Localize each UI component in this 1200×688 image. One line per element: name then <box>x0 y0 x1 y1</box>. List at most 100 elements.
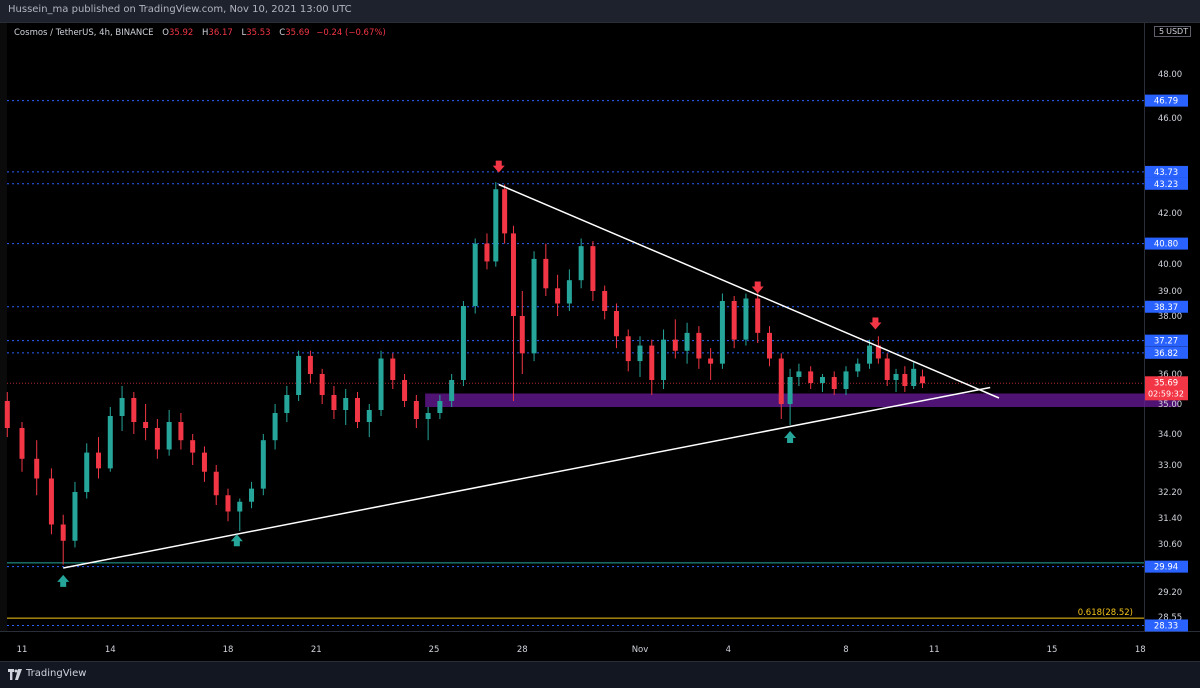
time-tick-3: 21 <box>311 645 322 655</box>
time-tick-7: 4 <box>726 645 731 655</box>
price-tick-1: 46.00 <box>1158 114 1182 124</box>
low-label: L <box>241 28 247 38</box>
price-tick-5: 38.00 <box>1158 312 1182 322</box>
level-price-tag-0 <box>1145 94 1188 107</box>
candle-body-73 <box>843 371 849 389</box>
level-price-tag-4 <box>1145 300 1188 313</box>
price-axis[interactable] <box>1144 23 1200 631</box>
high-value: 36.17 <box>208 28 233 38</box>
trendline-ascending <box>63 386 991 569</box>
candle-body-9 <box>107 416 113 469</box>
candle-body-10 <box>119 398 125 416</box>
candle-body-43 <box>502 189 508 234</box>
candle-body-69 <box>796 371 802 377</box>
candle-body-49 <box>566 280 572 304</box>
candle-body-52 <box>602 291 608 311</box>
candle-body-57 <box>661 339 667 380</box>
candle-body-17 <box>201 452 207 472</box>
candles <box>4 182 926 565</box>
time-tick-1: 14 <box>105 645 116 655</box>
time-axis[interactable] <box>0 631 1200 662</box>
close-value: 35.69 <box>285 28 310 38</box>
candle-body-34 <box>402 380 408 401</box>
candle-body-66 <box>766 332 772 359</box>
time-tick-8: 8 <box>843 645 848 655</box>
level-price-tag-7 <box>1145 560 1188 573</box>
candle-body-60 <box>696 332 702 359</box>
time-tick-9: 11 <box>929 645 940 655</box>
candle-body-28 <box>331 395 337 410</box>
unit-label: USDT <box>1166 27 1189 36</box>
level-price-text-5: 37.27 <box>1154 337 1178 347</box>
candle-body-62 <box>719 301 725 364</box>
candle-body-30 <box>354 398 360 422</box>
candle-body-21 <box>249 488 255 502</box>
candle-body-18 <box>213 471 219 496</box>
candle-body-40 <box>472 243 478 306</box>
fib-level-label: 0.618(28.52) <box>1078 608 1133 618</box>
candle-body-19 <box>225 495 231 512</box>
candle-body-33 <box>390 358 396 380</box>
open-label: O <box>162 28 169 38</box>
candle-body-54 <box>625 336 631 362</box>
candle-body-76 <box>875 345 881 359</box>
candle-body-72 <box>831 377 837 389</box>
candle-body-77 <box>884 358 890 380</box>
price-axis-labels: 48.0046.0042.0040.0039.0038.0037.2036.00… <box>1145 70 1188 632</box>
candle-body-3 <box>34 458 40 479</box>
support-zone-rect <box>425 393 1179 407</box>
candle-body-13 <box>154 428 160 450</box>
candle-body-20 <box>237 501 243 512</box>
price-tick-0: 48.00 <box>1158 70 1182 80</box>
chart-pane[interactable] <box>7 23 1144 631</box>
candle-body-75 <box>867 345 873 364</box>
candle-body-32 <box>378 358 384 410</box>
candle-body-64 <box>743 298 749 340</box>
level-price-text-7: 29.94 <box>1154 563 1178 573</box>
level-price-tag-2 <box>1145 177 1188 190</box>
candlestick-chart[interactable]: 0.618(28.52) 48.00 46.00 42.00 40.00 39.00 38… <box>0 0 1200 661</box>
candle-body-29 <box>343 398 349 410</box>
time-tick-6: Nov <box>632 645 649 655</box>
candle-body-25 <box>296 355 302 395</box>
level-price-text-6: 36.82 <box>1154 349 1178 359</box>
open-value: 35.92 <box>168 28 194 38</box>
candle-body-61 <box>708 358 714 364</box>
candle-body-2 <box>19 428 25 459</box>
level-price-tag-1 <box>1145 165 1188 178</box>
down-arrow-marker-1 <box>751 281 764 294</box>
candle-body-48 <box>555 288 561 304</box>
candle-body-63 <box>731 301 737 340</box>
low-value: 35.53 <box>246 28 271 38</box>
price-tick-9: 34.00 <box>1158 430 1182 440</box>
candle-body-37 <box>437 401 443 413</box>
level-price-text-8: 28.33 <box>1154 621 1178 631</box>
up-arrow-marker-5 <box>784 431 797 443</box>
currency-unit-button[interactable]: 5 USDT <box>1154 26 1192 37</box>
time-axis-labels: 11 14 18 21 25 28 Nov 4 8 11 15 18 <box>17 645 1146 655</box>
up-arrow-marker-3 <box>57 574 70 587</box>
candle-body-58 <box>672 339 678 351</box>
time-tick-10: 15 <box>1047 645 1058 655</box>
price-tick-14: 29.20 <box>1158 588 1182 598</box>
level-price-tag-5 <box>1145 334 1188 347</box>
level-price-tag-3 <box>1145 237 1188 250</box>
unit-prefix: 5 <box>1159 27 1165 36</box>
price-tick-15: 28.55 <box>1158 613 1182 623</box>
time-tick-0: 11 <box>17 645 28 655</box>
candle-body-65 <box>755 298 761 333</box>
candle-body-6 <box>72 492 78 541</box>
candle-body-46 <box>531 258 537 354</box>
price-tick-4: 39.00 <box>1158 287 1182 297</box>
trendlines <box>63 183 1000 569</box>
candle-body-4 <box>48 478 54 525</box>
candle-body-80 <box>911 368 917 386</box>
candle-body-1 <box>4 401 10 428</box>
high-label: H <box>202 28 209 38</box>
tradingview-logo-icon <box>8 669 22 680</box>
price-tick-3: 40.00 <box>1158 260 1182 270</box>
candle-body-71 <box>819 377 825 383</box>
support-zone <box>425 393 1179 407</box>
symbol-name: Cosmos / TetherUS, 4h, BINANCE <box>14 28 154 38</box>
time-tick-5: 28 <box>517 645 528 655</box>
